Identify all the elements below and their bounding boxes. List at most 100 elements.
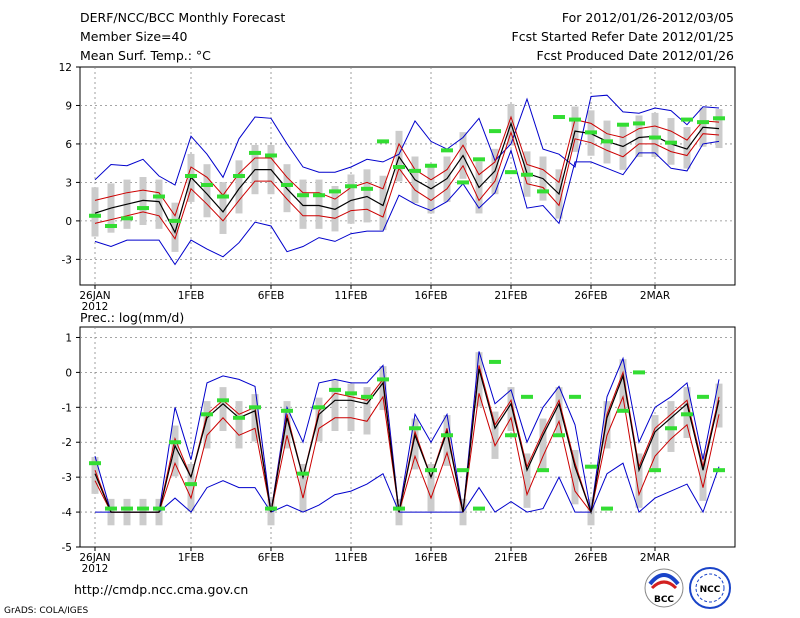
temp-spread-box-18 xyxy=(379,175,387,231)
precip-obs-mark-9 xyxy=(233,415,245,420)
temp-ytick-label-1: 0 xyxy=(65,216,72,228)
header-member-size: Member Size=40 xyxy=(80,29,187,44)
header-title: DERF/NCC/BCC Monthly Forecast xyxy=(80,10,285,25)
temp-spread-box-8 xyxy=(219,182,227,234)
temp-obs-mark-17 xyxy=(361,186,373,191)
precip-spread-box-38 xyxy=(699,453,707,501)
temp-obs-mark-14 xyxy=(313,193,325,198)
temp-xtick-label-6: 26FEB xyxy=(574,290,607,302)
precip-spread-box-14 xyxy=(315,397,323,442)
temp-obs-mark-1 xyxy=(105,224,117,229)
temp-xtick-label-2: 6FEB xyxy=(258,290,285,302)
precip-plot-frame xyxy=(79,326,736,548)
temp-spread-box-13 xyxy=(299,179,307,229)
temp-obs-mark-32 xyxy=(601,139,613,144)
precip-obs-mark-4 xyxy=(153,506,165,511)
temp-obs-mark-33 xyxy=(617,122,629,127)
precip-obs-mark-30 xyxy=(569,394,581,399)
precip-spread-box-26 xyxy=(507,387,515,431)
temp-obs-mark-19 xyxy=(393,165,405,170)
precip-xtick-label-4: 16FEB xyxy=(414,552,447,564)
precip-xtick-label-2: 6FEB xyxy=(258,552,285,564)
precip-obs-mark-25 xyxy=(489,359,501,364)
temperature-lines xyxy=(94,94,720,266)
precip-lines xyxy=(94,351,720,515)
temp-spread-box-0 xyxy=(91,187,99,237)
precip-obs-mark-38 xyxy=(697,394,709,399)
temp-spread-box-37 xyxy=(683,127,691,169)
precip-xtick-year: 2012 xyxy=(82,563,109,575)
temp-obs-mark-30 xyxy=(569,117,581,122)
precip-spread-box-39 xyxy=(715,383,723,428)
temp-obs-mark-3 xyxy=(137,206,149,211)
precip-spread-box-9 xyxy=(235,401,243,449)
precip-obs-mark-6 xyxy=(185,482,197,487)
temp-obs-mark-10 xyxy=(249,150,261,155)
precip-obs-mark-15 xyxy=(329,387,341,392)
temp-xtick-year: 2012 xyxy=(82,301,109,313)
precip-spread-box-16 xyxy=(347,383,355,431)
grads-credit: GrADS: COLA/IGES xyxy=(4,606,88,616)
precip-spread-box-33 xyxy=(619,359,627,411)
temp-obs-mark-0 xyxy=(89,213,101,218)
precip-obs-mark-0 xyxy=(89,461,101,466)
temp-obs-mark-12 xyxy=(281,182,293,187)
temp-spread-box-21 xyxy=(427,166,435,214)
precip-xtick-label-0: 26JAN xyxy=(79,552,110,564)
temp-ytick-label-5: 12 xyxy=(59,62,72,74)
precip-obs-mark-33 xyxy=(617,408,629,413)
bcc-logo-arc-blue xyxy=(648,573,680,586)
temp-obs-mark-25 xyxy=(489,129,501,134)
precip-spread-box-25 xyxy=(491,411,499,459)
precip-spread-box-24 xyxy=(475,352,483,407)
precip-spread-box-29 xyxy=(555,387,563,435)
precip-spread-box-21 xyxy=(427,463,435,512)
temp-ytick-label-4: 9 xyxy=(65,100,72,112)
precip-obs-mark-31 xyxy=(585,464,597,469)
precip-mean-line xyxy=(94,368,720,515)
precip-obs-mark-14 xyxy=(313,405,325,410)
precip-spread-box-13 xyxy=(299,463,307,512)
bcc-logo-arc-red xyxy=(650,580,678,590)
precip-obs-mark-3 xyxy=(137,506,149,511)
temp-obs-mark-28 xyxy=(537,189,549,194)
footer-url[interactable]: http://cmdp.ncc.cma.gov.cn xyxy=(74,582,248,597)
precip-spread-box-28 xyxy=(539,418,547,470)
temp-spread-box-17 xyxy=(363,169,371,223)
precip-spread-box-6 xyxy=(187,463,195,512)
temp-ytick-label-0: -3 xyxy=(62,254,72,266)
precip-max-line xyxy=(94,351,720,513)
temp-obs-mark-4 xyxy=(153,194,165,199)
temp-obs-mark-39 xyxy=(713,116,725,121)
precip-spread-box-0 xyxy=(91,456,99,494)
precip-panel-title: Prec.: log(mm/d) xyxy=(80,310,184,325)
temp-obs-mark-7 xyxy=(201,182,213,187)
precip-obs-mark-1 xyxy=(105,506,117,511)
precip-obs-mark-17 xyxy=(361,394,373,399)
precip-ytick-label-5: 0 xyxy=(65,367,72,379)
temp-obs-mark-11 xyxy=(265,153,277,158)
precip-obs-mark-27 xyxy=(521,394,533,399)
precip-x-axis: 26JAN 1FEB 6FEB 11FEB 16FEB 21FEB 26FEB 2MAR 201… xyxy=(79,547,670,575)
precip-obs-mark-28 xyxy=(537,468,549,473)
precip-spread-box-10 xyxy=(251,394,259,442)
temp-obs-mark-37 xyxy=(681,117,693,122)
precip-spread-box-30 xyxy=(571,449,579,505)
temp-obs-mark-23 xyxy=(457,180,469,185)
ncc-logo: NCC xyxy=(689,567,731,609)
precip-spread-box-27 xyxy=(523,453,531,508)
temp-xtick-label-1: 1FEB xyxy=(178,290,205,302)
precip-y-axis: -5 -4 -3 -2 -1 0 1 xyxy=(62,332,80,554)
precip-obs-mark-32 xyxy=(601,506,613,511)
temp-spread-box-35 xyxy=(651,112,659,158)
header-period: For 2012/01/26-2012/03/05 xyxy=(562,10,734,25)
precip-obs-mark-29 xyxy=(553,433,565,438)
precip-obs-mark-20 xyxy=(409,426,421,431)
temperature-observations xyxy=(89,115,725,229)
temp-obs-mark-5 xyxy=(169,218,181,223)
header-variable: Mean Surf. Temp.: °C xyxy=(80,48,211,63)
precip-obs-mark-39 xyxy=(713,468,725,473)
temperature-x-axis: 26JAN 1FEB 6FEB 11FEB 16FEB 21FEB 26FEB 2MAR 201… xyxy=(79,285,670,313)
temp-obs-mark-6 xyxy=(185,174,197,178)
temp-obs-mark-9 xyxy=(233,174,245,178)
